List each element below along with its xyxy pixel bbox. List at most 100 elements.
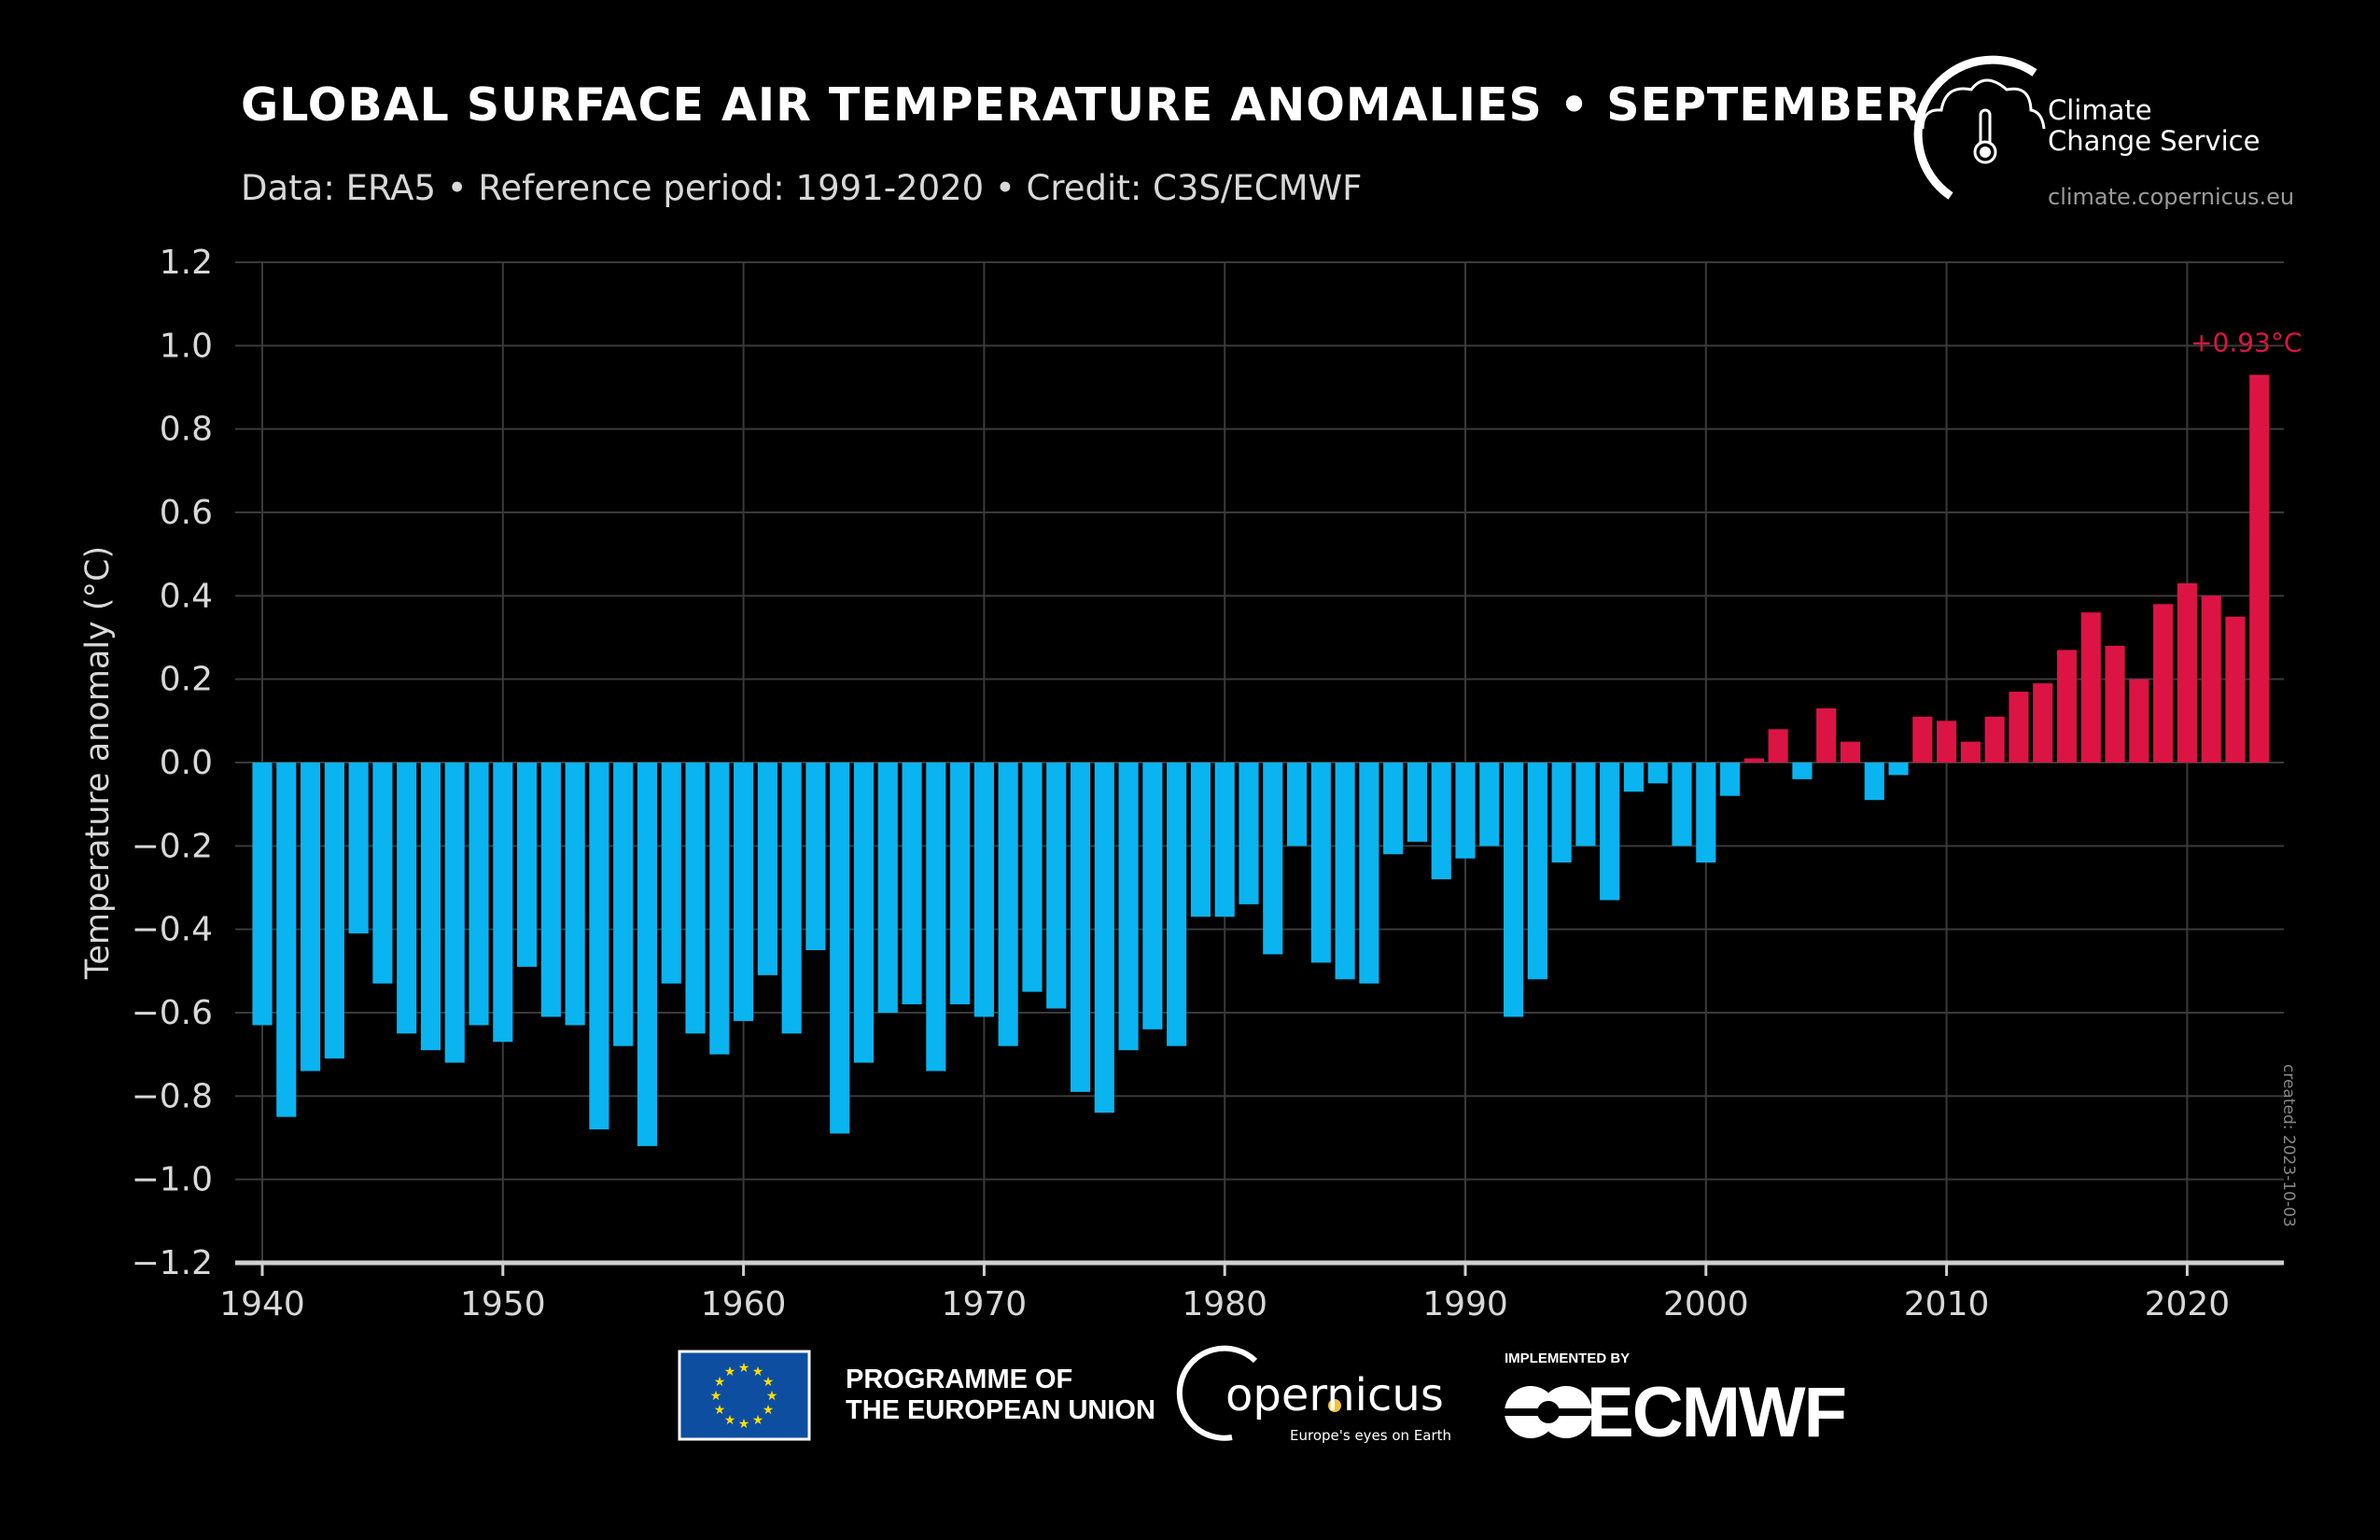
bar-2008: [1888, 763, 1909, 776]
bar-2016: [2080, 612, 2101, 763]
bar-1964: [830, 763, 850, 1134]
bar-1960: [734, 763, 754, 1021]
bar-1953: [565, 763, 585, 1026]
bar-1954: [589, 763, 609, 1130]
bar-1948: [444, 763, 465, 1063]
bar-1997: [1623, 763, 1645, 792]
eu-star-icon: ★: [714, 1403, 726, 1418]
bar-2007: [1864, 763, 1884, 801]
bar-1941: [276, 763, 297, 1117]
bar-1978: [1167, 763, 1187, 1046]
x-tick-labels: 1940 1950 1960 1970 1980 1990 2000 2010 2020: [219, 1285, 2230, 1323]
eu-star-icon: ★: [752, 1413, 764, 1428]
bar-1989: [1431, 763, 1451, 880]
bar-2015: [2056, 650, 2078, 763]
bar-1994: [1551, 763, 1572, 863]
copernicus-logo-icon: [1176, 1345, 1341, 1441]
x-tick-label: 2000: [1663, 1285, 1749, 1323]
bar-2013: [2009, 692, 2029, 763]
y-tick-label: 1.0: [160, 327, 213, 365]
bar-1956: [637, 763, 658, 1146]
bar-2011: [1960, 741, 1981, 763]
bar-2014: [2033, 683, 2053, 763]
bar-1944: [348, 763, 369, 934]
y-tick-label: 0.2: [160, 661, 213, 699]
bar-1965: [853, 763, 875, 1063]
annotation-2023: +0.93°C: [2191, 328, 2302, 358]
bar-2000: [1696, 763, 1716, 863]
y-tick-label: −1.0: [132, 1161, 213, 1199]
bar-2022: [2225, 616, 2246, 763]
eu-line1: PROGRAMME OF: [846, 1365, 1073, 1394]
bar-1998: [1647, 763, 1668, 784]
bar-1970: [973, 763, 994, 1017]
c3s-logo-text: Climate Change Service: [2048, 95, 2260, 157]
logo-line1: Climate: [2048, 94, 2152, 126]
bar-1952: [540, 763, 561, 1017]
eu-star-icon: ★: [763, 1403, 775, 1418]
eu-line2: THE EUROPEAN UNION: [846, 1395, 1155, 1425]
ecmwf-logo-icon: [1505, 1386, 1598, 1438]
bar-2006: [1840, 741, 1861, 763]
bar-1983: [1286, 763, 1308, 847]
x-tick-label: 1980: [1182, 1285, 1267, 1323]
ecmwf-wordmark: ECMWF: [1587, 1373, 1847, 1452]
bar-1950: [493, 763, 513, 1043]
bar-1946: [397, 763, 417, 1034]
y-tick-label: 0.6: [160, 494, 213, 532]
created-date: created: 2023-10-03: [2279, 1064, 2298, 1227]
x-tick-label: 1990: [1422, 1285, 1508, 1323]
bar-1995: [1575, 763, 1596, 847]
bar-2019: [2153, 604, 2174, 763]
x-tick-label: 1940: [219, 1285, 305, 1323]
x-tick-label: 2010: [1904, 1285, 1990, 1323]
bar-1990: [1455, 763, 1476, 859]
bars: [252, 374, 2270, 1146]
bar-1979: [1190, 763, 1211, 917]
bar-1963: [805, 763, 826, 950]
bar-1982: [1263, 763, 1283, 955]
bar-1981: [1239, 763, 1259, 904]
eu-star-icon: ★: [763, 1375, 775, 1390]
bar-2005: [1816, 707, 1837, 763]
y-tick-label: −0.8: [132, 1077, 213, 1115]
bar-1969: [950, 763, 971, 1005]
eu-star-icon: ★: [724, 1365, 736, 1379]
bar-1996: [1600, 763, 1620, 901]
y-tick-label: 1.2: [160, 244, 213, 282]
bar-1951: [517, 763, 538, 967]
bar-1955: [613, 763, 634, 1046]
bar-1986: [1359, 763, 1379, 984]
bar-2017: [2105, 645, 2125, 763]
bar-2004: [1792, 763, 1813, 779]
bar-2003: [1768, 729, 1788, 763]
chart-title: GLOBAL SURFACE AIR TEMPERATURE ANOMALIES…: [241, 78, 1923, 132]
bar-1991: [1479, 763, 1500, 847]
y-tick-label: 0.8: [160, 411, 213, 449]
y-tick-label: 0.4: [160, 577, 213, 615]
bar-1968: [926, 763, 946, 1071]
bar-1992: [1503, 763, 1524, 1017]
copernicus-tagline: Europe's eyes on Earth: [1290, 1427, 1452, 1444]
x-tick-label: 2020: [2145, 1285, 2231, 1323]
y-axis-label: Temperature anomaly (°C): [79, 545, 117, 980]
bar-1967: [902, 763, 922, 1005]
bar-1987: [1383, 763, 1404, 855]
y-tick-labels: 1.2 1.0 0.8 0.6 0.4 0.2 0.0 −0.2 −0.4 −0.6 −0.8 −1.…: [132, 244, 213, 1282]
bar-1980: [1214, 763, 1235, 917]
eu-star-icon: ★: [752, 1365, 764, 1379]
eu-flag-icon: ★ ★★★★★★★★★★★: [678, 1350, 811, 1441]
bar-1958: [685, 763, 706, 1034]
eu-programme-text: PROGRAMME OF THE EUROPEAN UNION: [846, 1365, 1155, 1426]
bar-1942: [300, 763, 321, 1071]
bar-1962: [781, 763, 802, 1034]
bar-2020: [2177, 582, 2197, 763]
y-tick-label: −0.4: [132, 911, 213, 949]
bar-1988: [1407, 763, 1428, 842]
logo-line2: Change Service: [2048, 125, 2261, 157]
bar-2023: [2249, 374, 2270, 763]
c3s-logo-icon: [1913, 55, 2046, 200]
bar-2002: [1743, 758, 1764, 763]
bar-1999: [1672, 763, 1692, 847]
